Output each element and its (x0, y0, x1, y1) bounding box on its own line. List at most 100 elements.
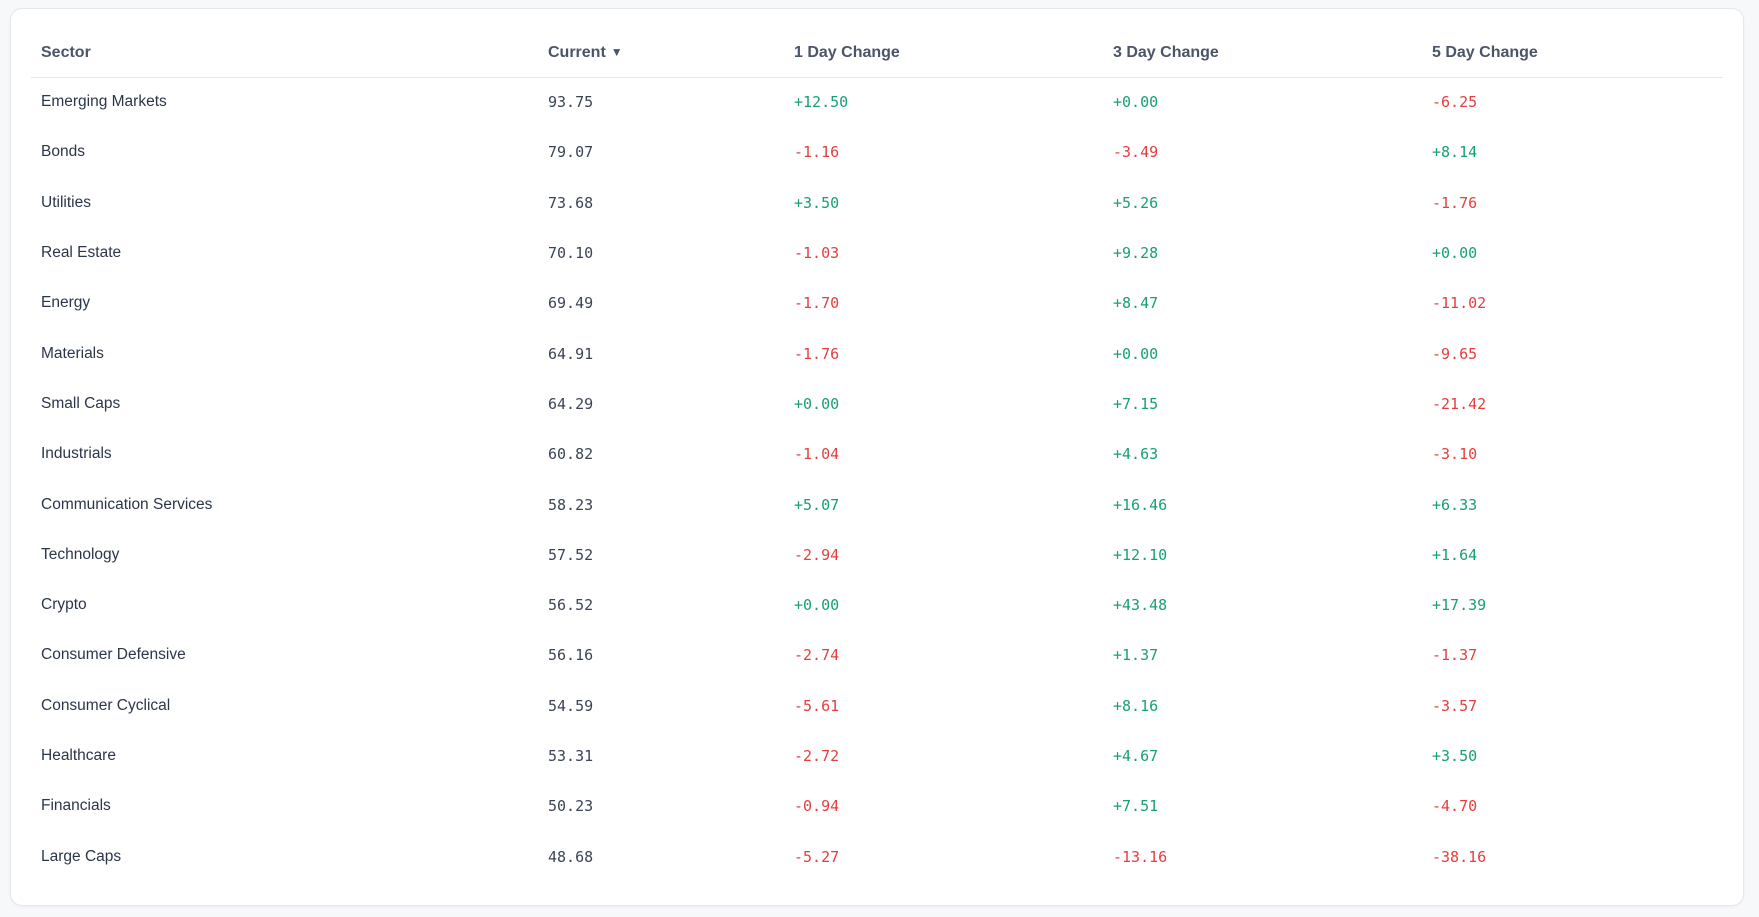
table-row: Energy 69.49 -1.70 +8.47 -11.02 (31, 278, 1723, 328)
table-row: Bonds 79.07 -1.16 -3.49 +8.14 (31, 127, 1723, 177)
1-day-change-cell: +0.00 (794, 394, 840, 413)
table-row: Healthcare 53.31 -2.72 +4.67 +3.50 (31, 731, 1723, 781)
table-row: Utilities 73.68 +3.50 +5.26 -1.76 (31, 178, 1723, 228)
5-day-change-cell: +3.50 (1432, 747, 1478, 765)
sector-name-cell: Large Caps (41, 847, 122, 865)
1-day-change-cell: -0.94 (794, 797, 840, 816)
column-header-current[interactable]: Current ▼ (538, 29, 784, 78)
5-day-change-cell: -9.65 (1432, 344, 1478, 363)
column-header-5-day-change[interactable]: 5 Day Change (1422, 29, 1723, 78)
column-header-3-day-change-label: 3 Day Change (1113, 43, 1219, 61)
sector-name-cell: Utilities (41, 193, 91, 211)
table-row: Emerging Markets 93.75 +12.50 +0.00 -6.2… (31, 77, 1723, 127)
sort-desc-icon: ▼ (610, 44, 623, 59)
sector-name-cell: Consumer Cyclical (41, 696, 171, 714)
current-value-cell: 93.75 (548, 93, 594, 112)
1-day-change-cell: -1.76 (794, 344, 840, 363)
1-day-change-cell: -2.94 (794, 545, 840, 564)
sector-name-cell: Materials (41, 344, 104, 362)
1-day-change-cell: -5.61 (794, 696, 840, 715)
5-day-change-cell: +1.64 (1432, 545, 1478, 564)
sector-name-cell: Real Estate (41, 244, 122, 262)
sector-performance-card: Sector Current ▼ 1 Day Change 3 Day Chang… (10, 8, 1744, 906)
5-day-change-cell: -6.25 (1432, 93, 1478, 112)
sector-table: Sector Current ▼ 1 Day Change 3 Day Chang… (31, 29, 1723, 882)
5-day-change-cell: -38.16 (1432, 847, 1487, 866)
3-day-change-cell: +16.46 (1113, 495, 1168, 514)
3-day-change-cell: +12.10 (1113, 545, 1168, 564)
current-value-cell: 53.31 (548, 747, 594, 765)
current-value-cell: 64.91 (548, 344, 594, 363)
1-day-change-cell: +0.00 (794, 596, 840, 615)
1-day-change-cell: -5.27 (794, 847, 840, 866)
1-day-change-cell: +3.50 (794, 193, 840, 212)
table-row: Real Estate 70.10 -1.03 +9.28 +0.00 (31, 228, 1723, 278)
sector-name-cell: Healthcare (41, 747, 116, 764)
1-day-change-cell: -1.16 (794, 143, 840, 162)
column-header-sector[interactable]: Sector (31, 29, 538, 78)
table-row: Large Caps 48.68 -5.27 -13.16 -38.16 (31, 831, 1723, 881)
table-row: Technology 57.52 -2.94 +12.10 +1.64 (31, 530, 1723, 580)
current-value-cell: 56.16 (548, 646, 594, 665)
sector-name-cell: Technology (41, 545, 120, 563)
current-value-cell: 54.59 (548, 696, 594, 715)
5-day-change-cell: -3.57 (1432, 696, 1478, 715)
3-day-change-cell: +1.37 (1113, 646, 1159, 665)
3-day-change-cell: +7.51 (1113, 797, 1159, 816)
sector-name-cell: Bonds (41, 143, 85, 161)
column-header-1-day-change-label: 1 Day Change (794, 43, 900, 61)
5-day-change-cell: -4.70 (1432, 797, 1478, 816)
table-row: Consumer Cyclical 54.59 -5.61 +8.16 -3.5… (31, 681, 1723, 731)
1-day-change-cell: -1.70 (794, 294, 840, 313)
5-day-change-cell: +17.39 (1432, 596, 1487, 615)
3-day-change-cell: +5.26 (1113, 193, 1159, 212)
column-header-sector-label: Sector (41, 43, 91, 61)
5-day-change-cell: +8.14 (1432, 143, 1478, 162)
5-day-change-cell: -11.02 (1432, 294, 1487, 313)
table-row: Financials 50.23 -0.94 +7.51 -4.70 (31, 781, 1723, 831)
5-day-change-cell: +0.00 (1432, 244, 1478, 263)
current-value-cell: 70.10 (548, 244, 594, 263)
3-day-change-cell: +0.00 (1113, 93, 1159, 112)
sector-name-cell: Small Caps (41, 394, 121, 412)
3-day-change-cell: +0.00 (1113, 344, 1159, 363)
table-row: Industrials 60.82 -1.04 +4.63 -3.10 (31, 429, 1723, 479)
table-header-row: Sector Current ▼ 1 Day Change 3 Day Chang… (31, 29, 1723, 78)
current-value-cell: 60.82 (548, 445, 594, 464)
sector-name-cell: Crypto (41, 596, 87, 614)
current-value-cell: 50.23 (548, 797, 594, 816)
sector-name-cell: Emerging Markets (41, 93, 167, 111)
5-day-change-cell: +6.33 (1432, 495, 1478, 514)
3-day-change-cell: -13.16 (1113, 847, 1168, 866)
5-day-change-cell: -1.37 (1432, 646, 1478, 665)
column-header-1-day-change[interactable]: 1 Day Change (784, 29, 1103, 78)
1-day-change-cell: -1.03 (794, 244, 840, 263)
current-value-cell: 58.23 (548, 495, 594, 514)
table-row: Crypto 56.52 +0.00 +43.48 +17.39 (31, 580, 1723, 630)
5-day-change-cell: -21.42 (1432, 394, 1487, 413)
column-header-current-label: Current (548, 43, 606, 61)
table-row: Communication Services 58.23 +5.07 +16.4… (31, 479, 1723, 529)
column-header-3-day-change[interactable]: 3 Day Change (1103, 29, 1422, 78)
3-day-change-cell: +9.28 (1113, 244, 1159, 263)
3-day-change-cell: +8.47 (1113, 294, 1159, 313)
current-value-cell: 57.52 (548, 545, 594, 564)
table-row: Small Caps 64.29 +0.00 +7.15 -21.42 (31, 379, 1723, 429)
5-day-change-cell: -3.10 (1432, 445, 1478, 464)
3-day-change-cell: -3.49 (1113, 143, 1159, 162)
current-value-cell: 56.52 (548, 596, 594, 615)
table-body: Emerging Markets 93.75 +12.50 +0.00 -6.2… (31, 77, 1723, 882)
sector-name-cell: Consumer Defensive (41, 646, 186, 664)
current-value-cell: 69.49 (548, 294, 594, 313)
1-day-change-cell: +12.50 (794, 93, 849, 112)
1-day-change-cell: +5.07 (794, 495, 840, 514)
3-day-change-cell: +43.48 (1113, 596, 1168, 615)
sector-name-cell: Financials (41, 797, 111, 815)
1-day-change-cell: -2.72 (794, 747, 840, 765)
3-day-change-cell: +7.15 (1113, 394, 1159, 413)
3-day-change-cell: +8.16 (1113, 696, 1159, 715)
current-value-cell: 79.07 (548, 143, 594, 162)
5-day-change-cell: -1.76 (1432, 193, 1478, 212)
sector-name-cell: Energy (41, 294, 91, 312)
current-value-cell: 73.68 (548, 193, 594, 212)
